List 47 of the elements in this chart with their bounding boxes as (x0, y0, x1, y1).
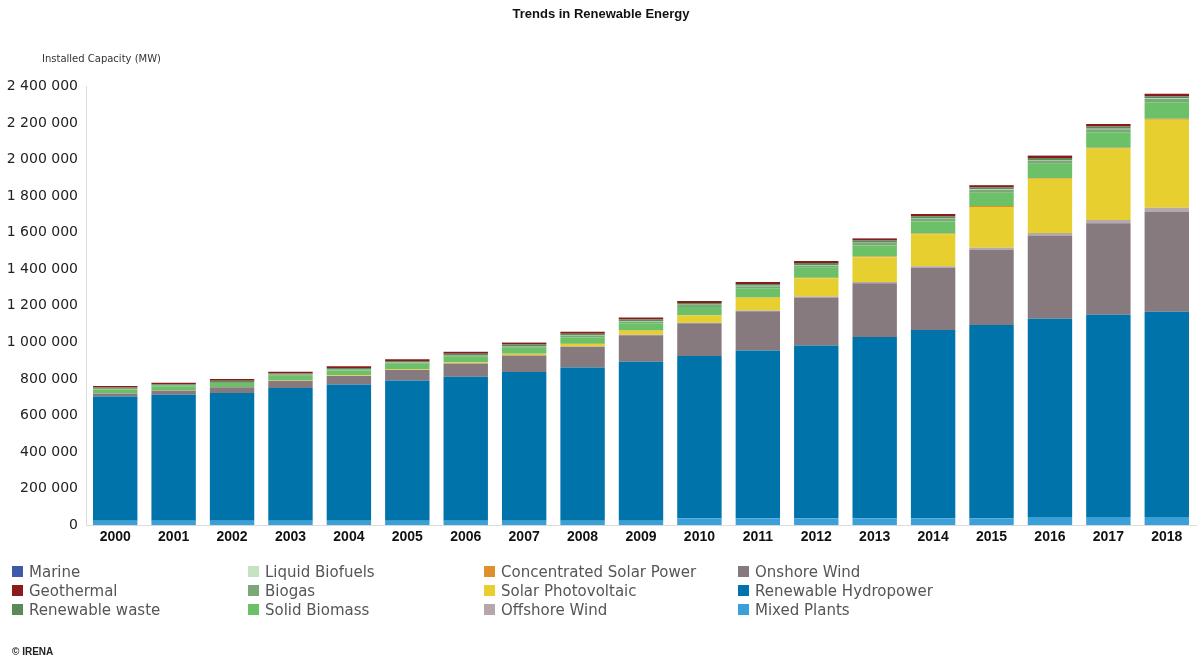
legend-label: Offshore Wind (501, 600, 608, 619)
legend-label: Liquid Biofuels (265, 562, 375, 581)
chart-title: Trends in Renewable Energy (511, 6, 691, 21)
y-tick-label: 1 400 000 (6, 259, 78, 276)
legend-label: Solid Biomass (265, 600, 370, 619)
x-tick-label: 2000 (99, 528, 131, 545)
x-tick-label: 2007 (508, 528, 540, 545)
y-tick-label: 0 (69, 515, 78, 532)
x-tick-label: 2010 (683, 528, 716, 545)
x-tick-label: 2011 (742, 528, 774, 545)
legend-label: Solar Photovoltaic (501, 581, 637, 600)
y-tick-label: 2 200 000 (6, 113, 78, 130)
y-tick-label: 2 400 000 (6, 77, 78, 94)
x-tick-label: 2009 (625, 528, 657, 545)
x-tick-label: 2005 (391, 528, 424, 545)
y-tick-label: 600 000 (20, 406, 78, 423)
legend-label: Biogas (265, 581, 316, 600)
legend-label: Mixed Plants (755, 600, 850, 619)
x-tick-label: 2018 (1151, 528, 1183, 545)
y-tick-label: 1 200 000 (6, 296, 78, 313)
y-tick-label: 1 800 000 (6, 186, 78, 203)
x-tick-label: 2001 (158, 528, 190, 545)
y-tick-label: 1 600 000 (6, 223, 78, 240)
legend-label: Concentrated Solar Power (501, 562, 697, 581)
y-tick-label: 200 000 (20, 479, 78, 496)
legend-label: Renewable waste (29, 600, 161, 619)
x-tick-label: 2017 (1092, 528, 1125, 545)
y-tick-label: 800 000 (20, 369, 78, 386)
x-tick-label: 2016 (1034, 528, 1066, 545)
x-tick-label: 2008 (567, 528, 599, 545)
x-tick-label: 2006 (450, 528, 482, 545)
text: © IRENA (12, 646, 54, 657)
x-tick-label: 2013 (859, 528, 891, 545)
x-tick-label: 2002 (216, 528, 248, 545)
x-tick-label: 2014 (917, 528, 949, 545)
x-tick-label: 2015 (975, 528, 1008, 545)
x-tick-label: 2003 (274, 528, 307, 545)
y-tick-label: 1 000 000 (6, 333, 78, 350)
legend-label: Marine (29, 562, 81, 581)
legend-label: Renewable Hydropower (755, 581, 933, 600)
legend-label: Geothermal (29, 581, 118, 600)
legend-label: Onshore Wind (755, 562, 861, 581)
x-tick-label: 2012 (800, 528, 833, 545)
x-tick-label: 2004 (333, 528, 365, 545)
y-tick-label: 2 000 000 (6, 150, 78, 167)
y-axis-title: Installed Capacity (MW) (42, 53, 161, 64)
y-tick-label: 400 000 (20, 442, 78, 459)
